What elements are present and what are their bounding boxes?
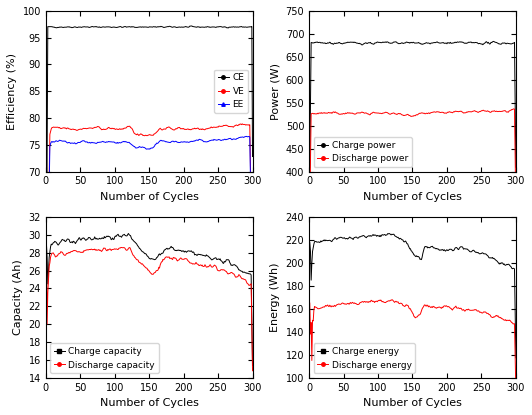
Legend: Charge energy, Discharge energy: Charge energy, Discharge energy bbox=[313, 343, 415, 373]
Y-axis label: Capacity (Ah): Capacity (Ah) bbox=[13, 259, 23, 335]
Legend: Charge capacity, Discharge capacity: Charge capacity, Discharge capacity bbox=[50, 343, 159, 373]
Legend: Charge power, Discharge power: Charge power, Discharge power bbox=[313, 137, 412, 167]
X-axis label: Number of Cycles: Number of Cycles bbox=[363, 398, 462, 408]
X-axis label: Number of Cycles: Number of Cycles bbox=[363, 192, 462, 202]
Y-axis label: Power (W): Power (W) bbox=[270, 63, 280, 120]
Y-axis label: Efficiency (%): Efficiency (%) bbox=[7, 53, 17, 130]
X-axis label: Number of Cycles: Number of Cycles bbox=[99, 398, 198, 408]
Legend: CE, VE, EE: CE, VE, EE bbox=[214, 70, 248, 113]
X-axis label: Number of Cycles: Number of Cycles bbox=[99, 192, 198, 202]
Y-axis label: Energy (Wh): Energy (Wh) bbox=[270, 263, 280, 332]
